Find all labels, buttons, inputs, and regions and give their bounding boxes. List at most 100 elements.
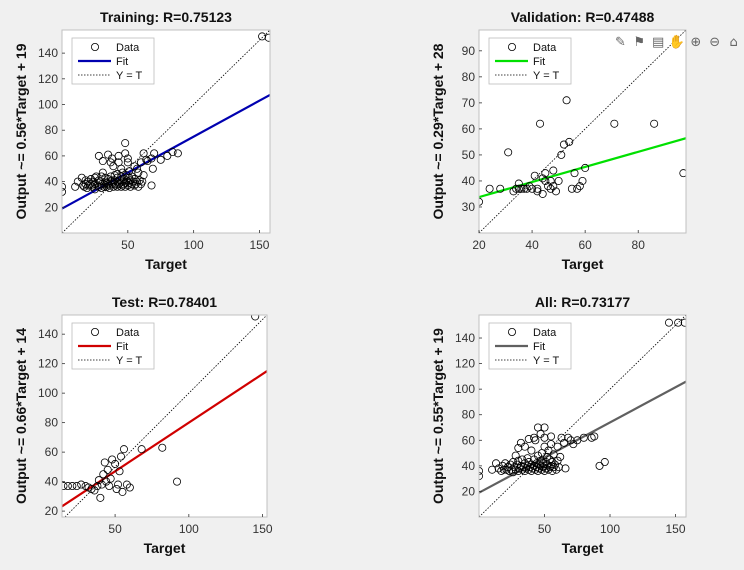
- data-point: [561, 464, 570, 473]
- y-tick-label: 80: [462, 70, 476, 84]
- data-point: [105, 482, 114, 491]
- data-point: [117, 164, 126, 173]
- x-axis-label: Target: [145, 256, 187, 272]
- y-tick-label: 100: [38, 386, 58, 400]
- axes-frame: [478, 314, 687, 518]
- y-tick-label: 60: [45, 149, 59, 163]
- data-point: [111, 459, 120, 468]
- data-point: [156, 155, 165, 164]
- data-point: [552, 465, 561, 474]
- axes-frame: [478, 29, 687, 234]
- data-point: [115, 467, 124, 476]
- y-tick-label: 100: [455, 382, 475, 396]
- legend-label: Data: [533, 42, 557, 54]
- data-point: [547, 432, 556, 441]
- legend-label: Fit: [116, 56, 128, 68]
- legend-label: Fit: [533, 341, 545, 353]
- brush-icon[interactable]: ✎: [614, 34, 626, 50]
- data-point: [575, 182, 584, 191]
- legend-label: Y = T: [533, 355, 559, 367]
- data-point: [138, 177, 147, 186]
- data-point: [541, 169, 550, 178]
- home-icon[interactable]: ⌂: [729, 34, 738, 50]
- data-point: [579, 433, 588, 442]
- data-point: [581, 163, 590, 172]
- legend-label: Data: [116, 327, 140, 339]
- data-point: [549, 182, 558, 191]
- x-tick-label: 60: [578, 238, 592, 252]
- data-point: [524, 458, 533, 467]
- y-tick-label: 40: [45, 175, 59, 189]
- data-layer: [62, 315, 267, 517]
- data-tips-icon[interactable]: ⚑: [633, 34, 646, 50]
- data-point: [540, 423, 549, 432]
- data-point: [142, 155, 151, 164]
- subplot-title: Validation: R=0.47488: [511, 9, 655, 25]
- data-point: [114, 480, 123, 489]
- data-point: [554, 463, 563, 472]
- data-point: [168, 148, 177, 157]
- y-axis-label: Output ~= 0.66*Target + 14: [13, 328, 29, 504]
- data-point: [562, 96, 571, 105]
- data-point: [130, 175, 139, 184]
- data-point: [108, 455, 117, 464]
- data-point: [134, 168, 143, 177]
- data-point: [524, 435, 533, 444]
- fit-line: [62, 370, 267, 508]
- data-point: [143, 157, 152, 166]
- x-tick-label: 100: [600, 522, 620, 536]
- x-tick-label: 150: [249, 238, 269, 252]
- data-layer: [479, 30, 686, 233]
- axes-frame: [61, 29, 271, 234]
- y-tick-label: 100: [38, 98, 58, 112]
- data-point: [137, 445, 146, 454]
- save-copy-icon[interactable]: ▤: [652, 34, 665, 50]
- subplot-title: Training: R=0.75123: [100, 9, 232, 25]
- y-tick-label: 30: [462, 200, 476, 214]
- data-point: [556, 452, 565, 461]
- data-point: [527, 446, 536, 455]
- data-point: [96, 493, 105, 502]
- data-point: [122, 176, 131, 185]
- legend-marker-data: [507, 327, 516, 336]
- x-tick-label: 50: [108, 522, 122, 536]
- y-tick-label: 80: [462, 408, 476, 422]
- zoom-out-icon[interactable]: ⊖: [709, 34, 721, 50]
- pan-icon[interactable]: ✋: [668, 34, 686, 50]
- data-point: [578, 176, 587, 185]
- data-point: [103, 465, 112, 474]
- data-point: [98, 168, 107, 177]
- data-point: [520, 459, 529, 468]
- data-point: [102, 178, 111, 187]
- data-point: [516, 438, 525, 447]
- data-point: [122, 480, 131, 489]
- data-point: [533, 187, 542, 196]
- data-point: [113, 173, 122, 182]
- y-tick-label: 140: [455, 331, 475, 345]
- x-tick-label: 50: [538, 522, 552, 536]
- y-tick-label: 70: [462, 96, 476, 110]
- identity-line: [62, 30, 270, 233]
- data-point: [63, 482, 72, 491]
- data-point: [123, 154, 132, 163]
- zoom-in-icon[interactable]: ⊕: [690, 34, 702, 50]
- data-point: [595, 461, 604, 470]
- data-point: [94, 151, 103, 160]
- data-point: [108, 154, 117, 163]
- data-point: [488, 465, 497, 474]
- y-tick-label: 60: [462, 433, 476, 447]
- data-point: [514, 184, 523, 193]
- legend-label: Fit: [116, 341, 128, 353]
- data-point: [125, 483, 134, 492]
- data-point: [504, 148, 513, 157]
- x-tick-label: 50: [121, 238, 135, 252]
- data-point: [506, 460, 515, 469]
- data-point: [127, 172, 136, 181]
- y-axis-label: Output ~= 0.56*Target + 19: [13, 43, 29, 219]
- data-point: [600, 458, 609, 467]
- data-point: [106, 474, 115, 483]
- legend-marker-data: [507, 43, 516, 52]
- data-point: [173, 149, 182, 158]
- data-point: [517, 184, 526, 193]
- y-tick-label: 20: [45, 200, 59, 214]
